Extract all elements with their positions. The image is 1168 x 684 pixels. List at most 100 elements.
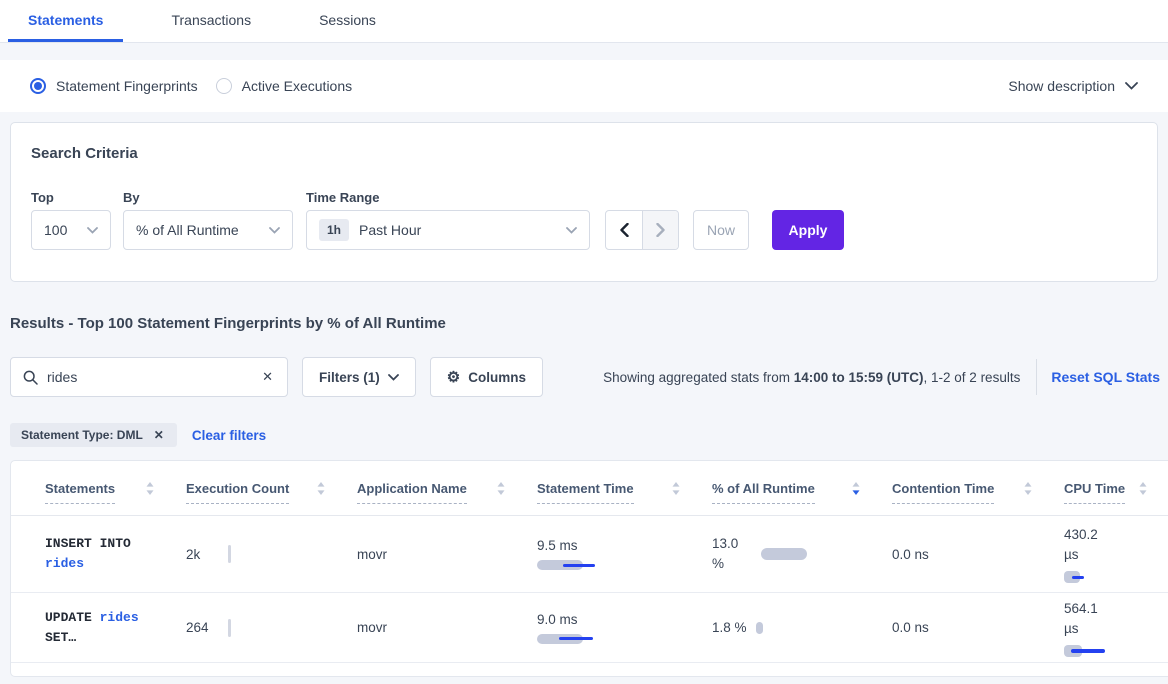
contention-time-value: 0.0 ns [892, 546, 929, 562]
column-label: CPU Time [1064, 481, 1126, 504]
column-header-statement-time[interactable]: Statement Time [537, 481, 712, 504]
column-header-statements[interactable]: Statements [11, 481, 186, 504]
pct-of-all-runtime-value: 13.0 % [712, 536, 739, 571]
filters-label: Filters (1) [319, 369, 380, 385]
cpu-time-value: 430.2 µs [1064, 527, 1098, 562]
top-tab-bar: Statements Transactions Sessions [0, 0, 1168, 43]
contention-time-value: 0.0 ns [892, 620, 929, 635]
top-select[interactable]: 100 [31, 210, 111, 250]
column-header-pct-of-all-runtime[interactable]: % of All Runtime [712, 481, 892, 504]
vertical-divider [1036, 359, 1038, 395]
chevron-down-icon [387, 373, 399, 381]
top-label: Top [31, 190, 54, 205]
sort-icon[interactable] [1024, 481, 1032, 495]
active-filters-row: Statement Type: DML ✕ Clear filters [10, 423, 266, 447]
radio-statement-fingerprints[interactable]: Statement Fingerprints [30, 78, 198, 94]
chevron-down-icon [566, 226, 577, 234]
sort-icon[interactable] [672, 481, 680, 495]
previous-time-range-button[interactable] [606, 211, 642, 249]
show-description-toggle[interactable]: Show description [1008, 78, 1138, 94]
sort-icon[interactable] [497, 481, 505, 495]
cpu-time-bar [1064, 644, 1110, 657]
tab-transactions[interactable]: Transactions [151, 0, 271, 42]
tab-sessions[interactable]: Sessions [299, 0, 396, 42]
statement-time-bar [537, 633, 599, 644]
apply-button[interactable]: Apply [772, 210, 844, 250]
column-header-application-name[interactable]: Application Name [357, 481, 537, 504]
clear-filters-link[interactable]: Clear filters [191, 427, 267, 443]
statement-link[interactable]: rides [99, 609, 139, 625]
showing-suffix: , 1-2 of 2 results [923, 369, 1021, 385]
time-range-label: Time Range [306, 190, 380, 205]
sort-desc-active-icon[interactable] [852, 481, 860, 495]
chevron-left-icon [619, 223, 629, 237]
execution-count-bar [228, 618, 231, 637]
filter-pill-statement-type[interactable]: Statement Type: DML ✕ [10, 423, 177, 447]
sql-suffix: SET… [45, 629, 77, 645]
column-header-contention-time[interactable]: Contention Time [892, 481, 1064, 504]
by-select-value: % of All Runtime [136, 222, 239, 238]
search-box[interactable]: ✕ [10, 357, 288, 397]
columns-button[interactable]: ⚙ Columns [429, 357, 543, 397]
search-icon [23, 370, 38, 385]
statement-time-bar [537, 560, 599, 570]
execution-count-bar [228, 545, 231, 563]
sort-icon[interactable] [146, 481, 154, 495]
column-header-execution-count[interactable]: Execution Count [186, 481, 357, 504]
radio-label: Active Executions [241, 78, 353, 94]
time-range-badge: 1h [319, 219, 350, 241]
gear-icon: ⚙ [446, 369, 461, 386]
by-select[interactable]: % of All Runtime [123, 210, 293, 250]
time-range-value: Past Hour [359, 222, 422, 238]
pct-of-all-runtime-bar [755, 621, 763, 634]
column-label: Application Name [357, 481, 467, 504]
sort-icon[interactable] [1139, 481, 1147, 495]
column-label: Statements [45, 481, 116, 504]
tab-statements[interactable]: Statements [8, 0, 124, 42]
statement-fingerprint: UPDATE rides SET… [45, 608, 139, 648]
tab-label: Statements [28, 11, 104, 28]
filter-pill-label: Statement Type: DML [21, 428, 143, 442]
execution-count-value: 2k [186, 546, 201, 562]
column-label: % of All Runtime [712, 481, 815, 504]
column-label: Execution Count [186, 481, 290, 504]
time-range-select[interactable]: 1h Past Hour [306, 210, 590, 250]
statement-link[interactable]: rides [45, 556, 85, 571]
clear-search-icon[interactable]: ✕ [262, 369, 273, 384]
radio-selected-icon[interactable] [30, 78, 46, 94]
showing-prefix: Showing aggregated stats from [603, 369, 794, 385]
showing-stats-text: Showing aggregated stats from 14:00 to 1… [603, 370, 1020, 385]
application-name-value: movr [357, 620, 387, 635]
sql-keyword: INSERT INTO [45, 536, 131, 551]
radio-active-executions[interactable]: Active Executions [215, 78, 353, 94]
remove-filter-icon[interactable]: ✕ [153, 428, 164, 442]
results-toolbar: ✕ Filters (1) ⚙ Columns Showing aggregat… [10, 357, 1168, 397]
filters-button[interactable]: Filters (1) [302, 357, 416, 397]
tab-label: Transactions [171, 11, 252, 28]
table-row[interactable]: UPDATE rides SET… 264 movr 9.0 ms 1.8 % [11, 593, 1168, 663]
results-heading: Results - Top 100 Statement Fingerprints… [10, 315, 446, 332]
next-time-range-button[interactable] [642, 211, 678, 249]
radio-unselected-icon[interactable] [215, 78, 232, 94]
radio-label: Statement Fingerprints [56, 78, 198, 94]
pct-of-all-runtime-bar [761, 548, 807, 560]
sort-icon[interactable] [317, 481, 325, 495]
search-input[interactable] [47, 369, 261, 385]
statement-fingerprint: INSERT INTO rides [45, 534, 131, 574]
chevron-down-icon [1125, 82, 1138, 90]
cpu-time-bar [1064, 571, 1110, 583]
search-criteria-card: Search Criteria Top 100 By % of All Runt… [10, 122, 1158, 282]
reset-sql-stats-link[interactable]: Reset SQL Stats [1051, 369, 1160, 385]
table-header-row: Statements Execution Count Application N… [11, 461, 1168, 516]
by-label: By [123, 190, 140, 205]
application-name-value: movr [357, 546, 387, 562]
chevron-down-icon [269, 226, 280, 234]
column-header-cpu-time[interactable]: CPU Time [1064, 481, 1168, 504]
now-button[interactable]: Now [693, 210, 749, 250]
showing-time-range: 14:00 to 15:59 (UTC) [793, 369, 924, 385]
tab-label: Sessions [319, 11, 376, 28]
table-row[interactable]: INSERT INTO rides 2k movr 9.5 ms 13.0 % [11, 516, 1168, 593]
show-description-label: Show description [1008, 78, 1115, 94]
pct-of-all-runtime-value: 1.8 % [712, 619, 747, 635]
time-range-pager [605, 210, 679, 250]
